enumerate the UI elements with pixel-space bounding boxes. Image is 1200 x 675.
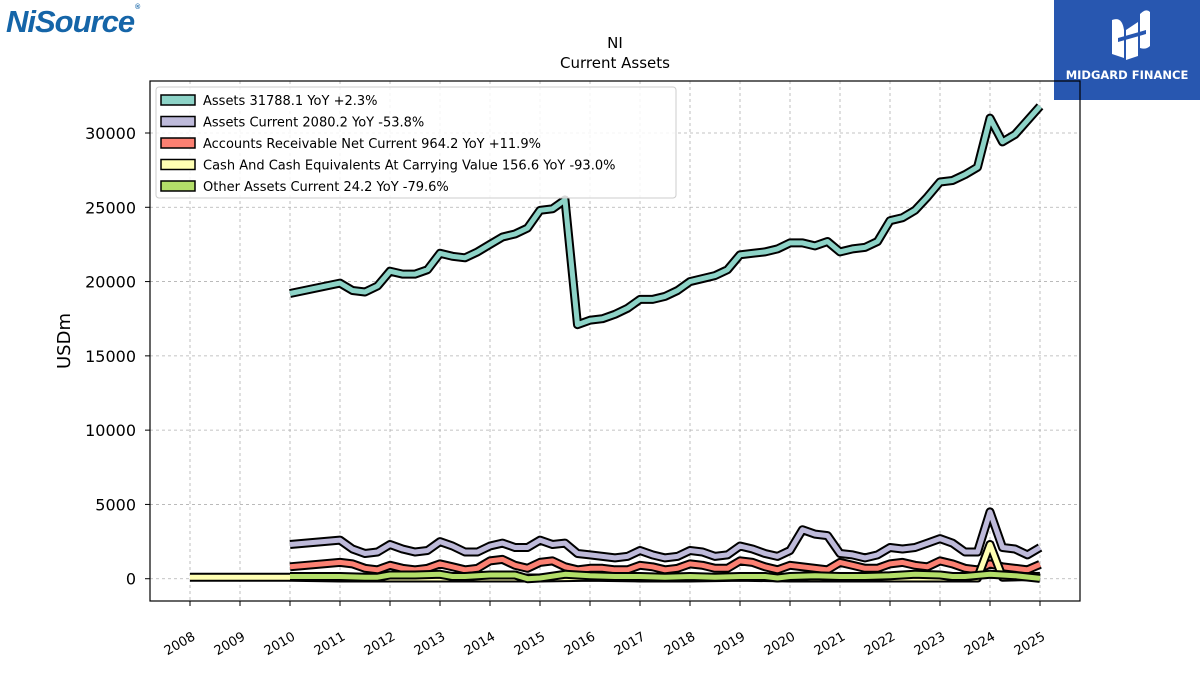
sponsor-logo-text: MIDGARD FINANCE — [1065, 68, 1189, 82]
series-line — [289, 556, 1041, 573]
sponsor-logo: MIDGARD FINANCE — [1054, 0, 1200, 100]
x-tick-label: 2018 — [662, 629, 698, 659]
x-tick-label: 2008 — [162, 629, 198, 659]
series-1 — [289, 507, 1043, 563]
legend: Assets 31788.1 YoY +2.3% Assets Current 2… — [155, 86, 677, 199]
x-tick-label: 2015 — [512, 629, 548, 659]
series-line — [289, 509, 1042, 561]
legend-entry: Assets 31788.1 YoY +2.3% — [203, 94, 378, 109]
x-tick-label: 2012 — [362, 629, 398, 659]
y-tick-label: 20000 — [85, 273, 136, 292]
series-4 — [290, 569, 1041, 584]
legend-swatch — [160, 158, 196, 171]
x-tick-label: 2024 — [962, 629, 998, 659]
x-tick-label: 2013 — [412, 629, 448, 659]
legend-box — [155, 86, 677, 199]
x-tick-label: 2010 — [262, 629, 298, 659]
y-tick-label: 15000 — [85, 347, 136, 366]
legend-entry: Other Assets Current 24.2 YoY -79.6% — [203, 180, 449, 195]
y-tick-label: 30000 — [85, 124, 136, 143]
plot-frame — [149, 80, 1081, 602]
y-tick-label: 0 — [126, 570, 136, 589]
chart-title: NI — [607, 34, 623, 52]
series-line — [289, 104, 1042, 328]
legend-swatch — [160, 137, 196, 149]
series-0 — [289, 103, 1044, 330]
x-tick-label: 2016 — [562, 629, 598, 659]
series-2 — [289, 554, 1042, 575]
y-tick-label: 25000 — [85, 198, 136, 217]
sponsor-logo-mark-icon — [1112, 10, 1150, 60]
x-tick-label: 2017 — [612, 629, 648, 659]
x-tick-label: 2021 — [812, 629, 848, 659]
legend-swatch — [160, 180, 196, 192]
x-tick-label: 2020 — [762, 629, 798, 659]
y-tick-label: 5000 — [95, 495, 136, 514]
chart-subtitle: Current Assets — [560, 54, 670, 72]
x-tick-label: 2023 — [912, 629, 948, 659]
y-axis: 0 5000 10000 15000 20000 25000 30000 — [85, 124, 150, 589]
series-line — [290, 571, 1041, 582]
legend-entry: Cash And Cash Equivalents At Carrying Va… — [203, 159, 615, 174]
x-tick-label: 2019 — [712, 629, 748, 659]
series-layer — [190, 103, 1044, 584]
x-tick-label: 2009 — [212, 629, 248, 659]
x-tick-label: 2014 — [462, 629, 498, 659]
legend-swatch — [160, 115, 196, 128]
y-axis-label: USDm — [54, 313, 75, 369]
legend-entry: Assets Current 2080.2 YoY -53.8% — [203, 116, 424, 131]
y-tick-label: 10000 — [85, 421, 136, 440]
x-tick-label: 2022 — [862, 629, 898, 659]
legend-entry: Accounts Receivable Net Current 964.2 Yo… — [203, 137, 541, 152]
legend-swatch — [160, 94, 196, 106]
x-tick-label: 2025 — [1012, 629, 1048, 659]
x-tick-label: 2011 — [312, 629, 348, 659]
company-logo: NiSource® — [6, 4, 140, 39]
x-axis: 2008 2009 2010 2011 2012 2013 2014 2015 2016 2017… — [162, 601, 1048, 659]
